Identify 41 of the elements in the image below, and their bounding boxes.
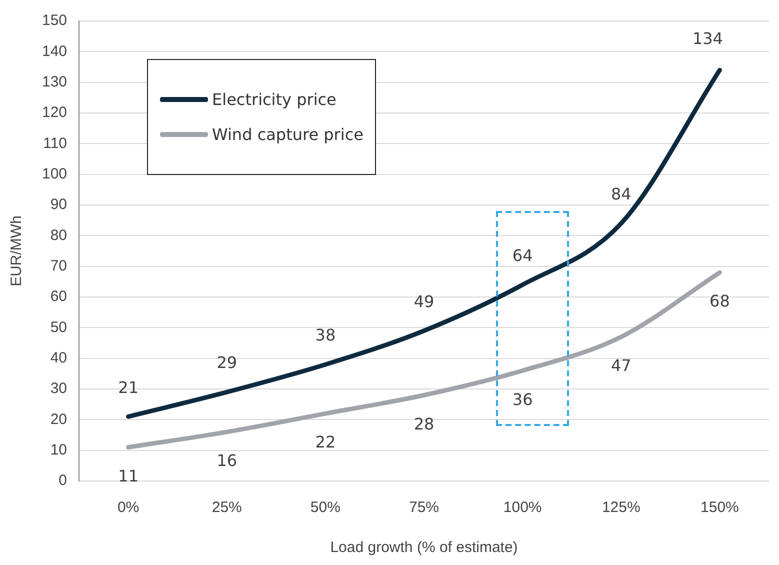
y-tick-label: 40 [50, 349, 68, 366]
data-label: 64 [512, 246, 533, 265]
x-tick-label: 0% [117, 499, 140, 516]
y-tick-label: 150 [42, 12, 68, 30]
y-tick-label: 10 [50, 441, 68, 458]
y-tick-label: 140 [42, 42, 68, 60]
data-label: 11 [118, 466, 138, 486]
y-tick-label: 90 [50, 196, 68, 214]
y-tick-label: 50 [50, 318, 68, 336]
data-label: 134 [692, 29, 723, 48]
y-tick-label: 20 [50, 410, 68, 428]
y-axis-title: EUR/MWh [8, 216, 26, 286]
data-label: 16 [216, 451, 238, 470]
data-label: 29 [216, 353, 238, 372]
y-tick-label: 0 [58, 472, 68, 490]
data-label: 36 [512, 390, 533, 409]
legend-label: Wind capture price [212, 125, 364, 144]
data-label: 22 [315, 432, 336, 452]
y-tick-label: 80 [50, 226, 68, 244]
y-tick-label: 100 [42, 165, 68, 182]
y-tick-label: 30 [50, 380, 68, 398]
data-label: 49 [414, 292, 434, 311]
x-tick-label: 125% [602, 499, 640, 516]
data-label: 28 [414, 414, 434, 434]
x-tick-label: 150% [700, 499, 739, 516]
y-tick-label: 60 [50, 288, 68, 306]
y-tick-label: 130 [42, 73, 68, 90]
data-label: 84 [610, 184, 632, 204]
y-tick-label: 70 [50, 257, 68, 274]
x-tick-label: 50% [310, 499, 340, 516]
y-tick-label: 110 [43, 134, 68, 152]
data-label: 38 [315, 326, 336, 345]
x-tick-label: 75% [409, 499, 440, 516]
x-tick-label: 25% [212, 499, 242, 516]
y-tick-label: 120 [42, 104, 68, 122]
data-label: 47 [610, 356, 632, 376]
data-label: 68 [710, 292, 730, 311]
data-label: 21 [118, 378, 138, 397]
legend-label: Electricity price [212, 90, 336, 109]
x-axis-title: Load growth (% of estimate) [330, 539, 518, 556]
x-tick-label: 100% [503, 499, 542, 516]
